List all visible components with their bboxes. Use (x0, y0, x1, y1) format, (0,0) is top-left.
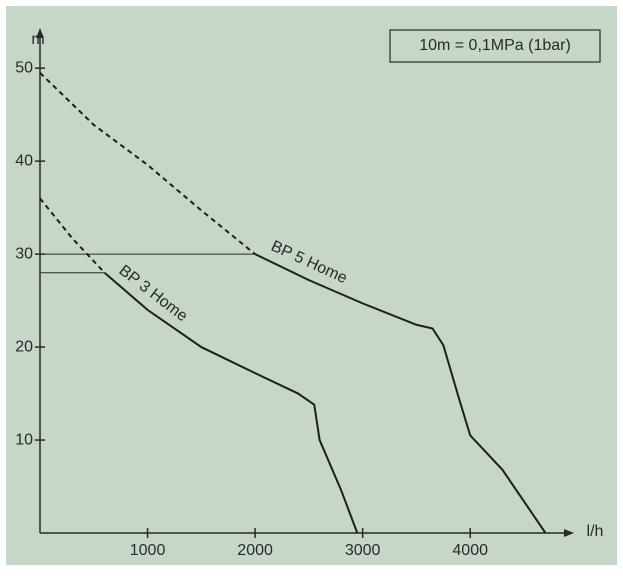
curve (103, 271, 359, 534)
note-box (389, 29, 601, 63)
x-tick-label: 4000 (452, 542, 488, 559)
x-tick-label: 1000 (130, 542, 166, 559)
y-tick-label: 40 (15, 152, 33, 169)
curve (254, 253, 547, 534)
y-tick-label: 10 (15, 431, 33, 448)
curve-dashed (39, 72, 256, 255)
curve-dashed (39, 197, 106, 274)
x-axis-arrow (564, 529, 574, 537)
y-tick-label: 50 (15, 59, 33, 76)
y-axis-arrow (36, 28, 44, 38)
y-tick-label: 20 (15, 338, 33, 355)
y-tick-label: 30 (15, 245, 33, 262)
plot-background (6, 6, 617, 565)
note: 10m = 0,1MPa (1bar) (419, 37, 571, 54)
x-axis-label: l/h (587, 523, 604, 540)
x-tick-label: 3000 (345, 542, 381, 559)
x-tick-label: 2000 (237, 542, 273, 559)
